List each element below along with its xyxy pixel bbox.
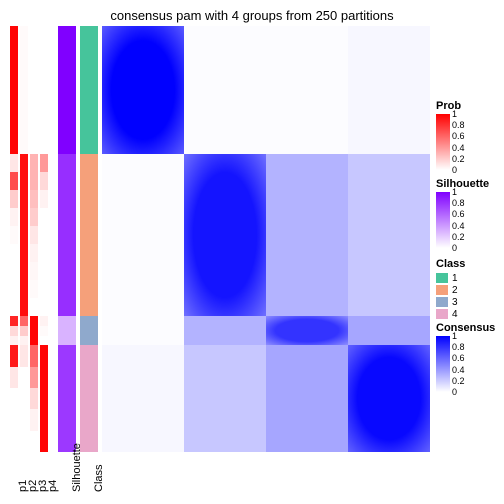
legend-title: Consensus [436, 322, 495, 334]
legend-title: Prob [436, 100, 461, 112]
consensus-heatmap [102, 26, 430, 452]
chart-title: consensus pam with 4 groups from 250 par… [0, 8, 504, 23]
legend-title: Silhouette [436, 178, 489, 190]
